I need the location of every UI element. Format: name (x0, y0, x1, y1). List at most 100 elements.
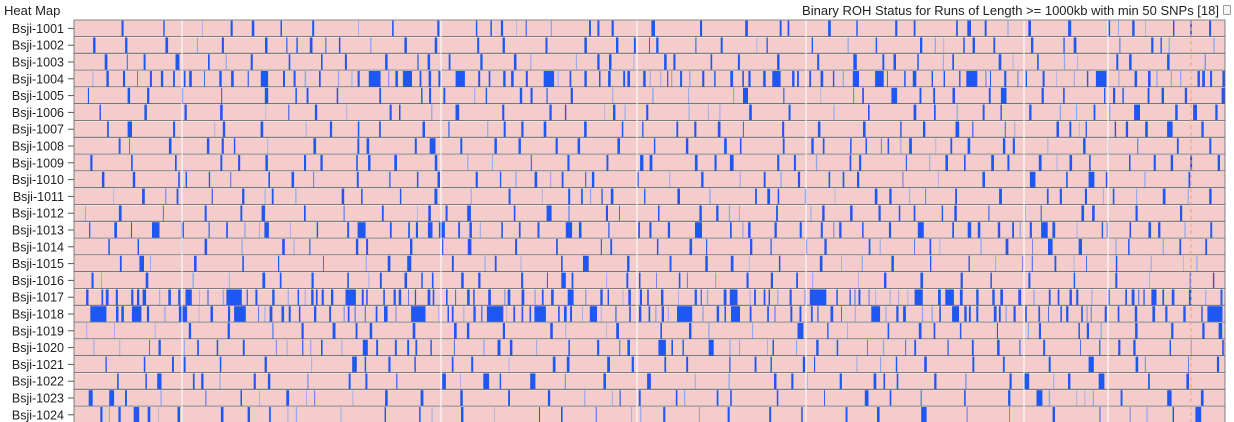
roh-segment (329, 121, 333, 137)
roh-segment (820, 71, 824, 87)
roh-segment (1188, 289, 1192, 305)
roh-segment (900, 138, 902, 154)
roh-segment (582, 306, 583, 322)
roh-segment (88, 390, 93, 406)
roh-segment (767, 306, 769, 322)
roh-segment (653, 138, 656, 154)
roh-segment (780, 171, 782, 188)
roh-segment (763, 71, 766, 87)
roh-segment (125, 390, 127, 406)
roh-segment (234, 306, 246, 322)
roh-segment (150, 255, 151, 272)
roh-segment (242, 255, 244, 272)
roh-segment (714, 71, 716, 87)
roh-segment (788, 104, 791, 121)
roh-segment (669, 171, 671, 188)
roh-segment (583, 255, 589, 272)
roh-segment (1120, 390, 1123, 406)
roh-segment (497, 339, 501, 356)
roh-segment (686, 272, 688, 289)
roh-segment (431, 407, 433, 422)
roh-segment (467, 155, 469, 171)
roh-segment (804, 289, 806, 305)
roh-segment (365, 373, 368, 389)
roh-segment (1125, 289, 1127, 305)
roh-segment (1221, 87, 1225, 104)
roh-segment (809, 289, 827, 305)
roh-segment (460, 373, 461, 389)
roh-segment (379, 272, 382, 289)
roh-segment (1056, 155, 1058, 171)
roh-segment (828, 20, 831, 37)
roh-segment (366, 138, 370, 154)
roh-segment (621, 121, 624, 137)
roh-segment (597, 339, 600, 356)
heatmap-rows (74, 20, 1225, 422)
roh-segment (802, 356, 806, 373)
roh-segment (895, 356, 898, 373)
roh-segment (379, 121, 381, 137)
row-label: Bsji-1008 (12, 140, 64, 154)
roh-segment (849, 155, 852, 171)
roh-segment (410, 239, 413, 255)
roh-segment (477, 37, 480, 53)
roh-segment (706, 239, 708, 255)
roh-segment (1073, 37, 1077, 53)
roh-segment (340, 407, 342, 422)
roh-segment (864, 390, 869, 406)
roh-segment (664, 54, 667, 70)
roh-segment (1066, 171, 1068, 188)
roh-segment (369, 323, 373, 339)
roh-segment (343, 205, 345, 221)
roh-segment (557, 71, 559, 87)
roh-segment (930, 255, 932, 272)
roh-segment (336, 87, 339, 104)
roh-segment (269, 407, 271, 422)
roh-segment (778, 255, 781, 272)
roh-segment (1059, 104, 1062, 121)
roh-segment (368, 155, 371, 171)
roh-segment (608, 71, 611, 87)
roh-segment (832, 71, 835, 87)
roh-segment (1052, 222, 1056, 238)
roh-segment (715, 272, 717, 289)
roh-segment (1160, 37, 1162, 53)
roh-segment (748, 255, 750, 272)
roh-segment (914, 239, 915, 255)
roh-segment (144, 104, 147, 121)
roh-segment (959, 323, 962, 339)
roh-segment (633, 54, 635, 70)
roh-segment (1060, 306, 1062, 322)
roh-segment (797, 71, 799, 87)
roh-segment (183, 71, 186, 87)
roh-segment (1038, 306, 1041, 322)
roh-segment (515, 171, 517, 188)
roh-segment (913, 205, 916, 221)
roh-segment (116, 306, 119, 322)
roh-segment (454, 323, 457, 339)
roh-segment (749, 104, 752, 121)
roh-segment (481, 306, 483, 322)
roh-segment (534, 171, 538, 188)
roh-segment (1025, 71, 1027, 87)
roh-segment (1216, 356, 1220, 373)
roh-segment (1057, 289, 1060, 305)
roh-segment (850, 138, 852, 154)
roh-segment (891, 255, 894, 272)
roh-segment (1040, 205, 1042, 221)
roh-segment (1029, 171, 1036, 188)
roh-segment (438, 71, 441, 87)
roh-segment (430, 339, 432, 356)
roh-segment (347, 272, 349, 289)
roh-segment (1092, 205, 1095, 221)
roh-segment (290, 222, 291, 238)
roh-segment (842, 171, 845, 188)
roh-segment (774, 373, 777, 389)
roh-segment (376, 339, 379, 356)
roh-segment (89, 222, 91, 238)
roh-segment (1027, 323, 1029, 339)
roh-segment (381, 205, 384, 221)
roh-segment (661, 289, 664, 305)
roh-segment (947, 339, 949, 356)
close-icon[interactable] (1223, 5, 1231, 15)
